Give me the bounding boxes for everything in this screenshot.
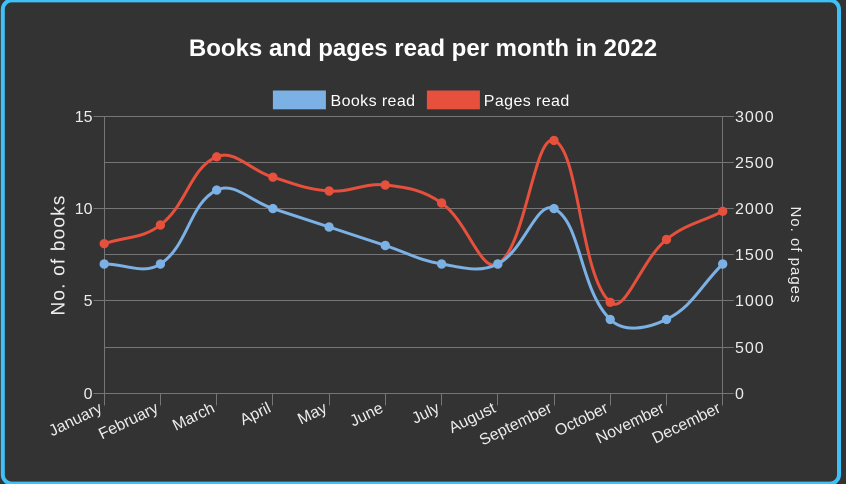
svg-text:1500: 1500 <box>735 247 775 264</box>
svg-text:15: 15 <box>75 109 93 126</box>
svg-text:5: 5 <box>84 293 93 310</box>
svg-text:0: 0 <box>84 386 93 403</box>
svg-text:3000: 3000 <box>735 109 775 126</box>
svg-text:2500: 2500 <box>735 155 775 172</box>
svg-text:Books read: Books read <box>331 93 416 110</box>
svg-text:2000: 2000 <box>735 201 775 218</box>
svg-text:500: 500 <box>735 340 765 357</box>
svg-text:0: 0 <box>735 386 745 403</box>
svg-text:Books and pages read per month: Books and pages read per month in 2022 <box>189 35 657 62</box>
svg-text:1000: 1000 <box>735 293 775 310</box>
svg-text:Pages read: Pages read <box>484 93 570 110</box>
svg-text:No. of books: No. of books <box>49 194 70 315</box>
svg-text:No. of pages: No. of pages <box>787 206 804 303</box>
svg-text:10: 10 <box>75 201 93 218</box>
